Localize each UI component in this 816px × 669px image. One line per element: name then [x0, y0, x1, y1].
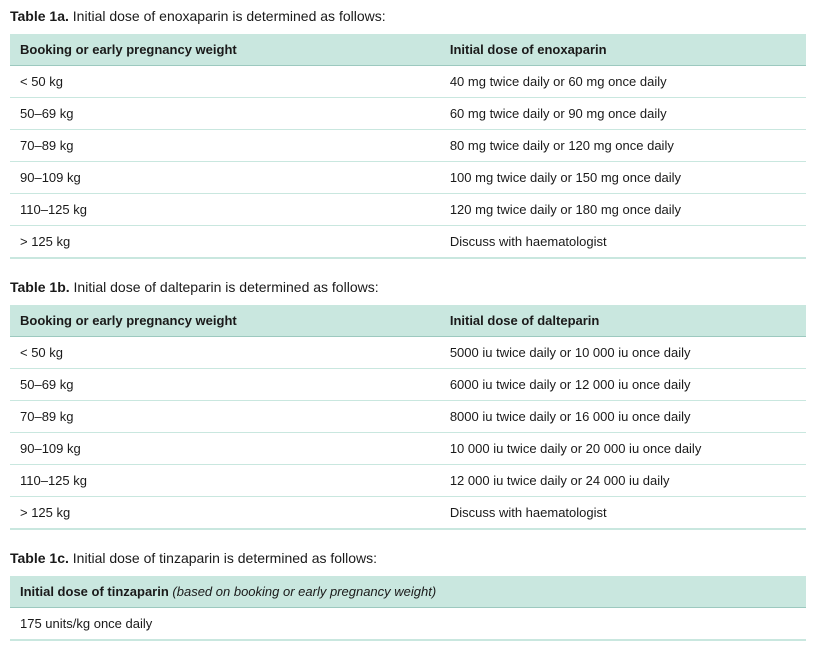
table-1a-col-0: Booking or early pregnancy weight [10, 34, 440, 66]
table-1c-label: Table 1c. [10, 550, 69, 566]
table-row: 50–69 kg60 mg twice daily or 90 mg once … [10, 98, 806, 130]
table-row: 110–125 kg120 mg twice daily or 180 mg o… [10, 194, 806, 226]
cell: 90–109 kg [10, 162, 440, 194]
table-1c-caption: Initial dose of tinzaparin is determined… [73, 550, 377, 566]
table-row: 70–89 kg8000 iu twice daily or 16 000 iu… [10, 401, 806, 433]
cell: Discuss with haematologist [440, 497, 806, 530]
table-1c: Initial dose of tinzaparin (based on boo… [10, 576, 806, 641]
cell: 50–69 kg [10, 98, 440, 130]
cell: 8000 iu twice daily or 16 000 iu once da… [440, 401, 806, 433]
cell: 90–109 kg [10, 433, 440, 465]
table-1b-caption: Initial dose of dalteparin is determined… [74, 279, 379, 295]
table-row: 70–89 kg80 mg twice daily or 120 mg once… [10, 130, 806, 162]
cell: Discuss with haematologist [440, 226, 806, 259]
table-1b-col-1: Initial dose of dalteparin [440, 305, 806, 337]
table-1c-header-note: (based on booking or early pregnancy wei… [172, 584, 436, 599]
cell: 10 000 iu twice daily or 20 000 iu once … [440, 433, 806, 465]
table-row: < 50 kg5000 iu twice daily or 10 000 iu … [10, 337, 806, 369]
cell: 6000 iu twice daily or 12 000 iu once da… [440, 369, 806, 401]
cell: 120 mg twice daily or 180 mg once daily [440, 194, 806, 226]
cell: 70–89 kg [10, 130, 440, 162]
cell: 40 mg twice daily or 60 mg once daily [440, 66, 806, 98]
table-1c-header-main: Initial dose of tinzaparin [20, 584, 172, 599]
cell: > 125 kg [10, 226, 440, 259]
table-row: 90–109 kg10 000 iu twice daily or 20 000… [10, 433, 806, 465]
table-1b: Booking or early pregnancy weight Initia… [10, 305, 806, 530]
table-1a-label: Table 1a. [10, 8, 69, 24]
cell: 110–125 kg [10, 194, 440, 226]
table-1a: Booking or early pregnancy weight Initia… [10, 34, 806, 259]
table-row: < 50 kg40 mg twice daily or 60 mg once d… [10, 66, 806, 98]
table-row: 90–109 kg100 mg twice daily or 150 mg on… [10, 162, 806, 194]
table-1b-label: Table 1b. [10, 279, 70, 295]
table-row: > 125 kgDiscuss with haematologist [10, 497, 806, 530]
cell: 60 mg twice daily or 90 mg once daily [440, 98, 806, 130]
table-1a-col-1: Initial dose of enoxaparin [440, 34, 806, 66]
table-1a-caption: Initial dose of enoxaparin is determined… [73, 8, 386, 24]
cell: 5000 iu twice daily or 10 000 iu once da… [440, 337, 806, 369]
cell: > 125 kg [10, 497, 440, 530]
table-1a-block: Table 1a. Initial dose of enoxaparin is … [10, 8, 806, 259]
table-1c-block: Table 1c. Initial dose of tinzaparin is … [10, 550, 806, 641]
table-row: 50–69 kg6000 iu twice daily or 12 000 iu… [10, 369, 806, 401]
table-row: > 125 kgDiscuss with haematologist [10, 226, 806, 259]
table-1c-header: Initial dose of tinzaparin (based on boo… [10, 576, 806, 608]
table-1b-title: Table 1b. Initial dose of dalteparin is … [10, 279, 806, 295]
cell: 70–89 kg [10, 401, 440, 433]
table-row: 175 units/kg once daily [10, 608, 806, 641]
cell: 80 mg twice daily or 120 mg once daily [440, 130, 806, 162]
cell: < 50 kg [10, 337, 440, 369]
table-1c-title: Table 1c. Initial dose of tinzaparin is … [10, 550, 806, 566]
cell: 175 units/kg once daily [10, 608, 806, 641]
cell: < 50 kg [10, 66, 440, 98]
cell: 50–69 kg [10, 369, 440, 401]
table-1b-block: Table 1b. Initial dose of dalteparin is … [10, 279, 806, 530]
cell: 110–125 kg [10, 465, 440, 497]
cell: 100 mg twice daily or 150 mg once daily [440, 162, 806, 194]
table-1a-title: Table 1a. Initial dose of enoxaparin is … [10, 8, 806, 24]
table-1b-col-0: Booking or early pregnancy weight [10, 305, 440, 337]
cell: 12 000 iu twice daily or 24 000 iu daily [440, 465, 806, 497]
table-row: 110–125 kg12 000 iu twice daily or 24 00… [10, 465, 806, 497]
